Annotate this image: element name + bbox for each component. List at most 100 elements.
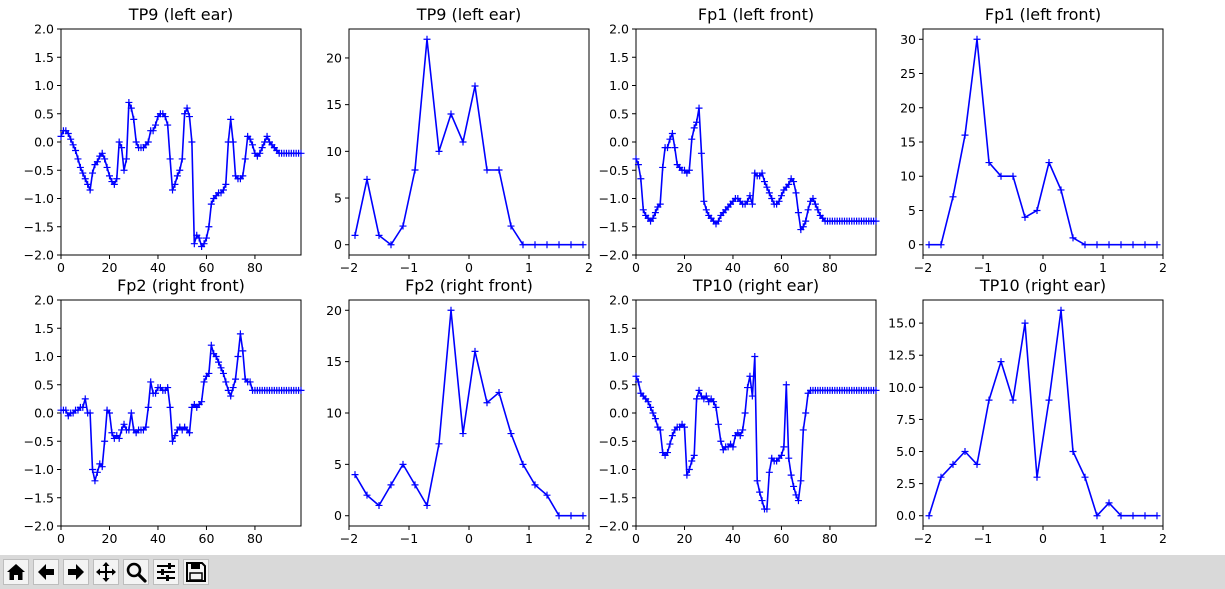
x-tick-label: −2 xyxy=(914,260,932,275)
data-point xyxy=(949,193,957,201)
back-button[interactable] xyxy=(33,559,59,585)
data-point xyxy=(671,144,679,152)
y-tick-label: −2.0 xyxy=(599,248,629,263)
data-point xyxy=(219,369,227,377)
home-button[interactable] xyxy=(3,559,29,585)
data-point xyxy=(120,166,128,174)
data-point xyxy=(459,430,467,438)
data-point xyxy=(668,432,676,440)
configure-subplots-button[interactable] xyxy=(153,559,179,585)
data-point xyxy=(997,358,1005,366)
data-point xyxy=(632,155,640,163)
data-point xyxy=(683,471,691,479)
data-point xyxy=(688,135,696,143)
data-point xyxy=(122,155,130,163)
data-point xyxy=(685,466,693,473)
data-point xyxy=(937,241,945,249)
data-point xyxy=(399,222,407,230)
data-point xyxy=(632,372,640,380)
x-tick-label: 0 xyxy=(465,531,473,546)
data-point xyxy=(736,432,744,440)
y-tick-label: −1.5 xyxy=(24,219,54,234)
floppy-disk-icon xyxy=(186,562,206,582)
save-button[interactable] xyxy=(183,559,209,585)
y-tick-label: 10 xyxy=(326,144,342,159)
data-point xyxy=(200,240,208,248)
subplot-title: Fp1 (left front) xyxy=(985,5,1101,24)
data-point xyxy=(782,381,790,389)
data-point xyxy=(222,378,230,386)
data-point xyxy=(101,437,109,445)
y-tick-label: 30 xyxy=(900,32,916,47)
pan-button[interactable] xyxy=(93,559,119,585)
data-point xyxy=(205,223,213,231)
x-tick-label: 0 xyxy=(632,531,640,546)
y-tick-label: 2.5 xyxy=(896,476,916,491)
data-point xyxy=(519,460,527,468)
data-point xyxy=(1009,172,1017,180)
x-tick-label: 1 xyxy=(1099,260,1107,275)
data-point xyxy=(79,169,87,177)
data-point xyxy=(249,141,257,149)
y-tick-label: 0 xyxy=(908,237,916,252)
x-tick-label: 0 xyxy=(465,260,473,275)
y-tick-label: 25 xyxy=(900,66,916,81)
data-point xyxy=(1009,396,1017,404)
data-point xyxy=(780,443,788,451)
x-tick-label: −2 xyxy=(340,531,358,546)
data-point xyxy=(1069,448,1077,456)
data-point xyxy=(183,104,191,112)
y-tick-label: 2.0 xyxy=(34,22,54,37)
data-point xyxy=(1081,473,1089,481)
forward-button[interactable] xyxy=(63,559,89,585)
y-tick-label: 2.0 xyxy=(34,293,54,308)
data-point xyxy=(1045,159,1053,167)
data-point xyxy=(973,460,981,468)
data-point xyxy=(656,200,664,208)
data-point xyxy=(925,241,933,249)
data-point xyxy=(685,166,693,174)
data-point xyxy=(127,104,135,112)
data-point xyxy=(375,231,383,239)
x-tick-label: 20 xyxy=(677,260,693,275)
data-point xyxy=(113,175,121,183)
data-point xyxy=(423,35,431,43)
data-point xyxy=(785,180,793,188)
subplot-3: Fp1 (left front) 0 20 40 60 80 −2.0 −1.5 −1.0 −0.… xyxy=(599,5,880,275)
data-point xyxy=(246,135,254,143)
data-point xyxy=(188,138,196,146)
data-point xyxy=(656,426,664,434)
data-point xyxy=(471,347,479,355)
data-point xyxy=(411,481,419,489)
x-tick-label: −2 xyxy=(340,260,358,275)
y-tick-label: 0 xyxy=(334,237,342,252)
data-point xyxy=(173,172,181,180)
data-point xyxy=(741,409,749,417)
data-point xyxy=(555,512,563,520)
data-point xyxy=(236,330,244,338)
data-point xyxy=(147,378,155,386)
data-point xyxy=(748,200,756,208)
data-point xyxy=(693,395,701,403)
data-point xyxy=(809,195,817,202)
data-point xyxy=(756,488,764,496)
data-point xyxy=(232,375,240,383)
x-tick-label: 2 xyxy=(1159,531,1167,546)
data-point xyxy=(961,131,969,139)
y-tick-label: 1.0 xyxy=(34,349,54,364)
x-tick-label: 40 xyxy=(725,531,741,546)
data-point xyxy=(1045,396,1053,404)
data-point xyxy=(739,426,747,434)
data-point xyxy=(387,241,395,249)
magnifier-icon xyxy=(126,562,147,583)
data-point xyxy=(746,372,754,380)
data-point xyxy=(804,206,812,214)
x-tick-label: −1 xyxy=(400,531,418,546)
data-point xyxy=(1093,241,1101,249)
y-tick-label: 1.5 xyxy=(34,50,54,65)
data-point xyxy=(1117,512,1125,520)
data-point xyxy=(89,466,97,473)
data-point xyxy=(115,434,123,442)
zoom-button[interactable] xyxy=(123,559,149,585)
data-point xyxy=(712,403,720,411)
